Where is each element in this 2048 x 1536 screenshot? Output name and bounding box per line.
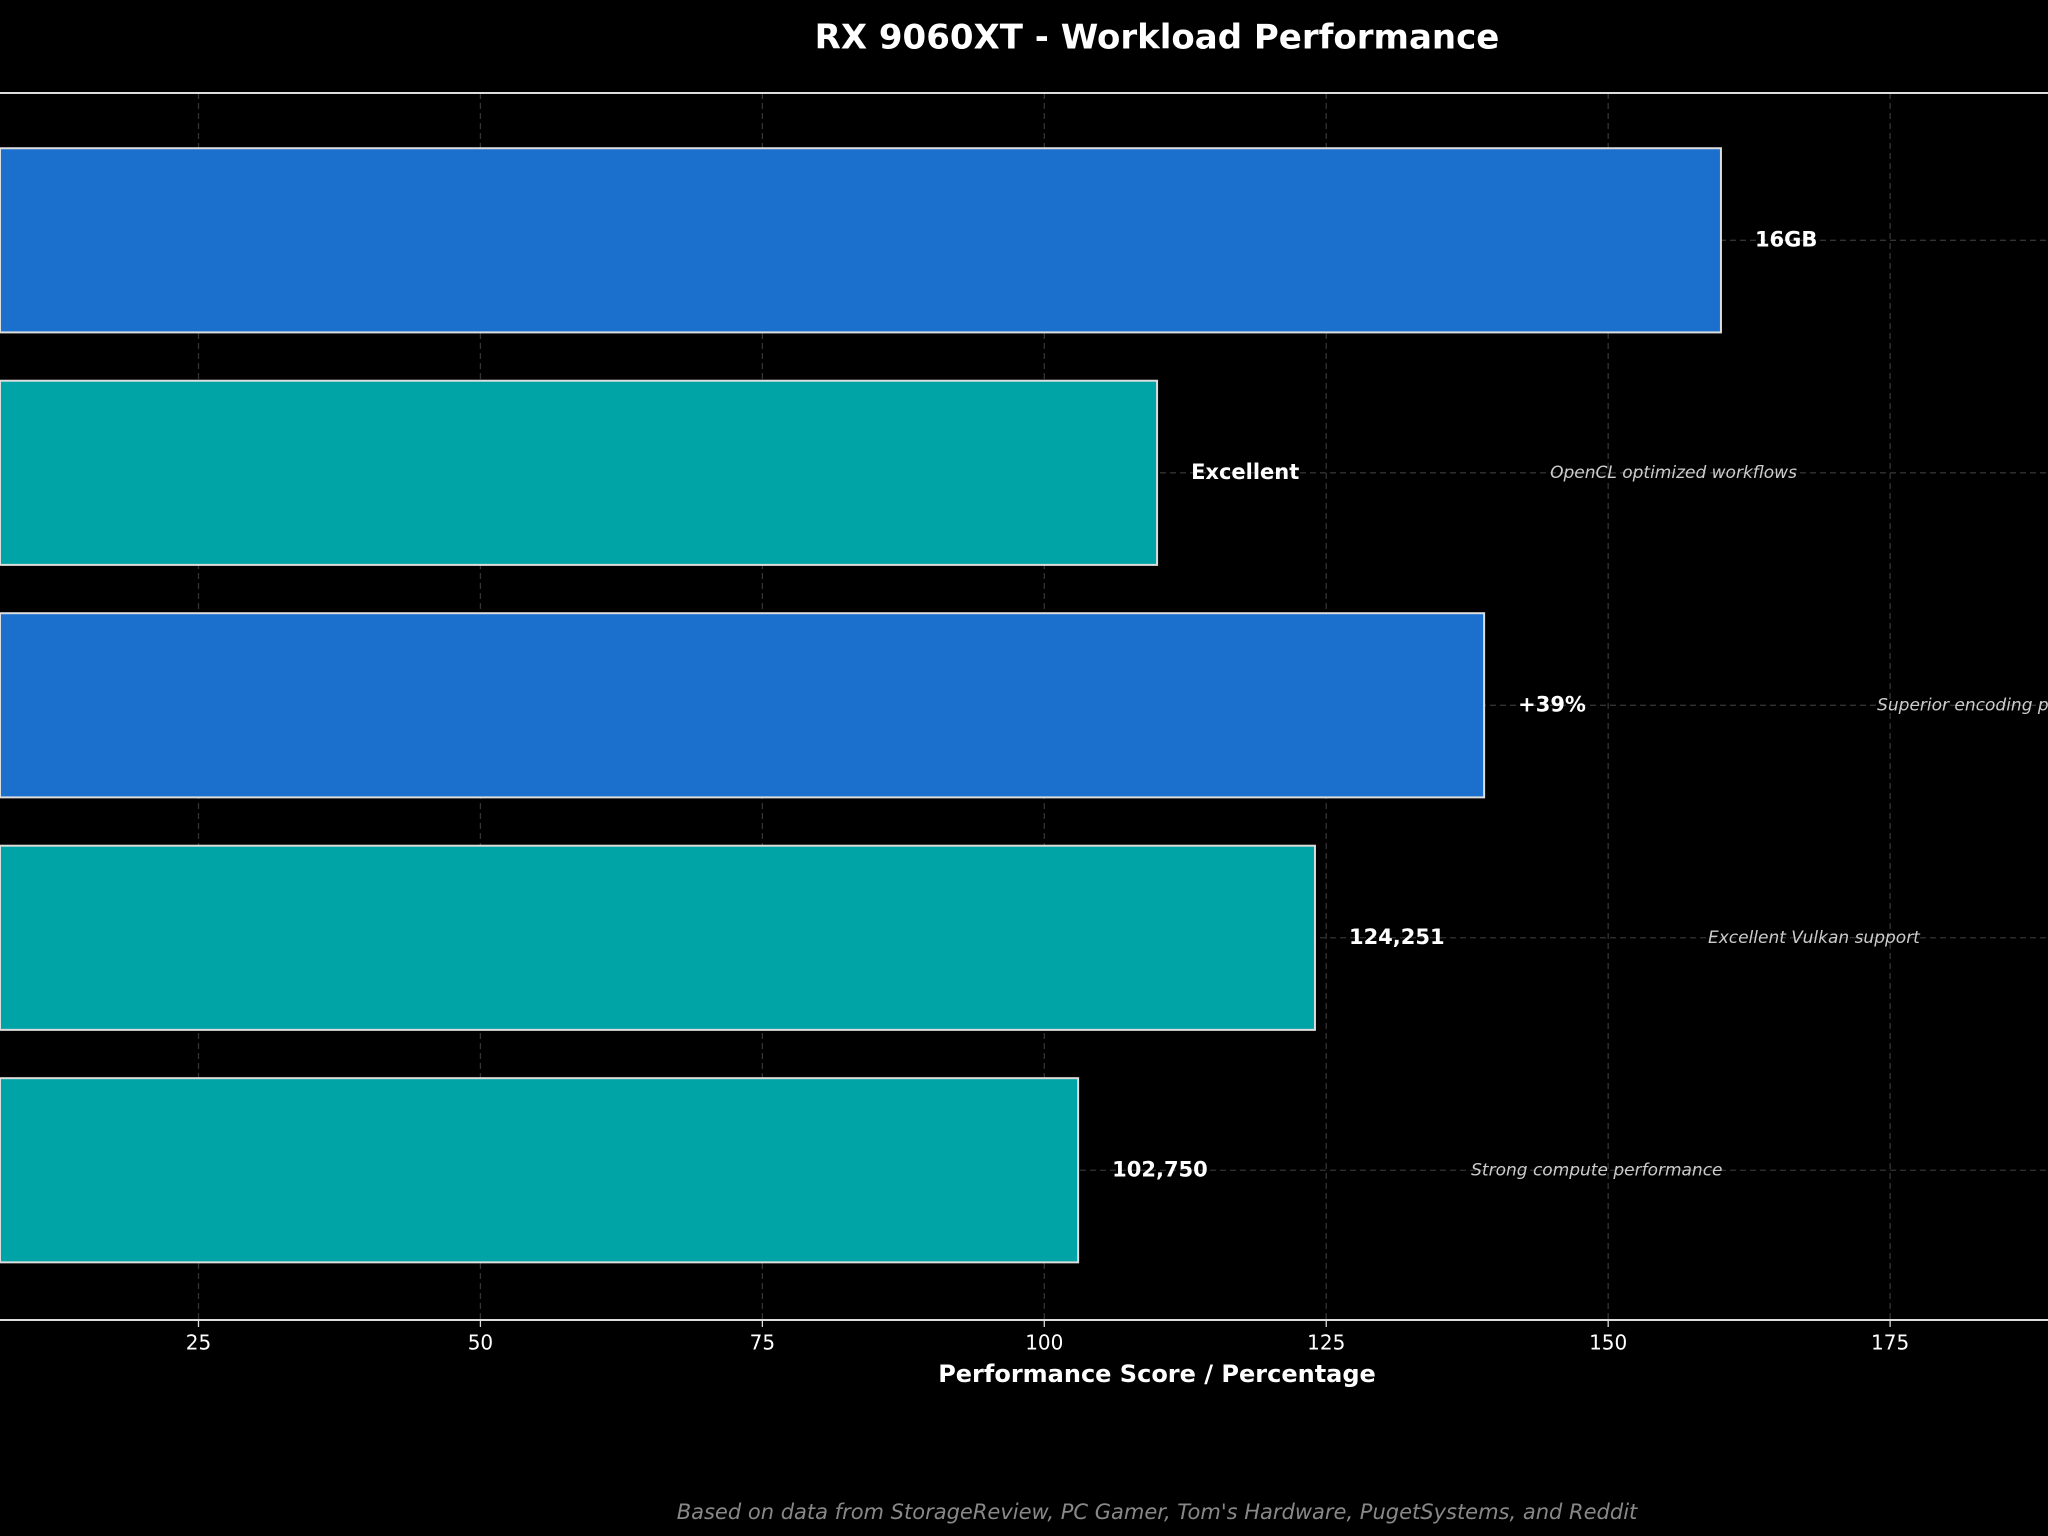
x-tick-label: 25: [186, 1331, 211, 1355]
bar: [0, 1077, 1080, 1264]
bar-note: Superior encoding p: [1877, 695, 2048, 715]
chart-title: RX 9060XT - Workload Performance: [815, 18, 1500, 58]
footnote: Based on data from StorageReview, PC Gam…: [677, 1500, 1638, 1524]
x-tick-label: 175: [1871, 1331, 1909, 1355]
bar-note: Strong compute performance: [1471, 1160, 1722, 1180]
bar: [0, 147, 1722, 334]
x-tick-label: 125: [1307, 1331, 1345, 1355]
bar-label: +39%: [1518, 692, 1586, 716]
bar-label: 16GB: [1755, 227, 1817, 251]
bar-label: Excellent: [1191, 460, 1299, 484]
bar-note: Excellent Vulkan support: [1708, 928, 1921, 948]
bar-note: OpenCL optimized workflows: [1550, 463, 1797, 483]
bar: [0, 379, 1159, 566]
bar-label: 124,251: [1349, 925, 1445, 949]
x-tick-label: 75: [750, 1331, 775, 1355]
x-tick-label: 150: [1589, 1331, 1627, 1355]
x-axis-label: Performance Score / Percentage: [938, 1360, 1376, 1388]
bar: [0, 844, 1316, 1031]
bar-label: 102,750: [1112, 1157, 1208, 1181]
bar: [0, 612, 1486, 799]
x-tick-label: 50: [468, 1331, 493, 1355]
x-tick-label: 100: [1025, 1331, 1063, 1355]
